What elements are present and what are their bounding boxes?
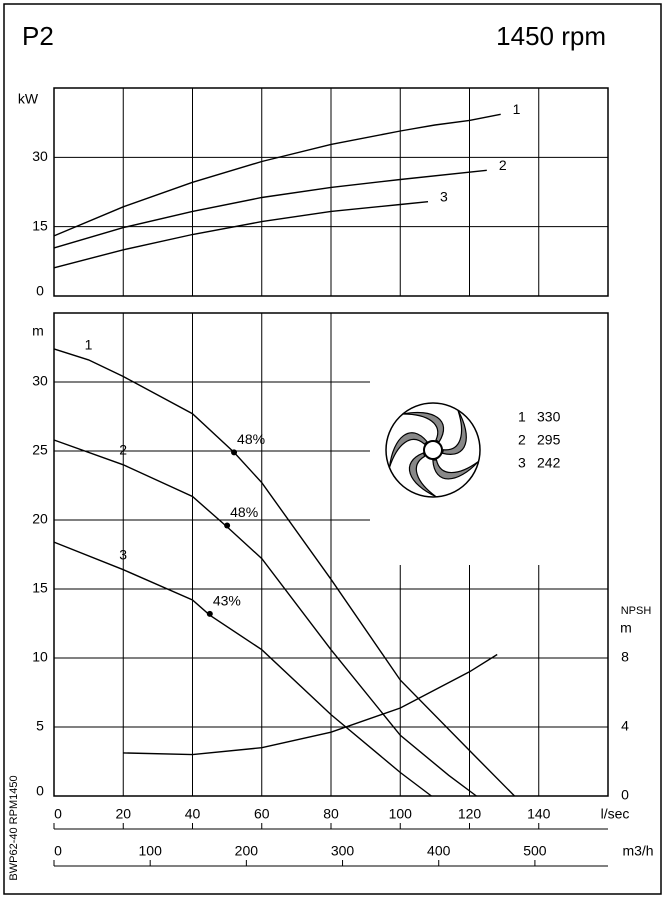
impeller-diameter: 330 (537, 409, 561, 425)
x-tick-label: 80 (323, 806, 339, 822)
y-axis-title: kW (18, 91, 39, 107)
impeller-name: 2 (518, 432, 526, 448)
impeller-icon (385, 402, 481, 498)
efficiency-point (206, 610, 213, 617)
impeller-name: 1 (518, 409, 526, 425)
x-tick-label: 100 (389, 806, 413, 822)
curve (53, 439, 477, 797)
x2-tick-label: 100 (139, 843, 163, 859)
curve-label: 2 (119, 442, 127, 458)
y-tick-label: 15 (32, 217, 48, 233)
x2-tick-label: 200 (235, 843, 259, 859)
x-tick-label: 60 (254, 806, 270, 822)
y2-axis-unit: m (620, 620, 632, 636)
y-tick-label: 10 (32, 649, 48, 665)
y-tick-label: 0 (36, 783, 44, 799)
curve (53, 113, 501, 237)
y-tick-label: 15 (32, 580, 48, 596)
x-axis-title: l/sec (601, 806, 630, 822)
y-tick-label: 5 (36, 718, 44, 734)
efficiency-label: 48% (230, 504, 258, 520)
y-tick-label: 30 (32, 373, 48, 389)
y2-tick-label: 0 (621, 787, 629, 803)
impeller-hub (423, 440, 443, 460)
curve-label: 2 (499, 157, 507, 173)
x-tick-label: 40 (185, 806, 201, 822)
curve-label: 1 (85, 337, 93, 353)
vane (432, 459, 479, 480)
efficiency-point (231, 449, 238, 456)
impeller-diameter: 295 (537, 432, 561, 448)
x2-tick-label: 500 (523, 843, 547, 859)
curve-label: 3 (440, 188, 448, 204)
y-tick-label: 25 (32, 442, 48, 458)
x-tick-label: 140 (527, 806, 551, 822)
vane (408, 452, 437, 498)
x2-tick-label: 400 (427, 843, 451, 859)
vane (441, 410, 467, 455)
y-axis-title: m (32, 323, 44, 339)
y-tick-label: 30 (32, 148, 48, 164)
y-tick-label: 20 (32, 511, 48, 527)
curve (53, 348, 515, 797)
curve (53, 169, 487, 249)
efficiency-label: 43% (213, 593, 241, 609)
efficiency-point (224, 522, 231, 529)
y2-tick-label: 8 (621, 649, 629, 665)
curve (53, 201, 429, 269)
x2-axis-title: m3/h (622, 843, 653, 859)
vane (402, 411, 445, 443)
x-tick-label: 0 (54, 806, 62, 822)
curve (123, 653, 498, 756)
x2-tick-label: 300 (331, 843, 355, 859)
curve (53, 541, 432, 797)
sheet-border (3, 3, 662, 895)
y2-axis-title: NPSH (621, 605, 652, 617)
curve-label: 1 (513, 101, 521, 117)
impeller-vanes (388, 410, 479, 498)
impeller-diameter: 242 (537, 455, 561, 471)
y2-tick-label: 4 (621, 718, 629, 734)
x-tick-label: 120 (458, 806, 482, 822)
impeller-name: 3 (518, 455, 526, 471)
efficiency-label: 48% (237, 431, 265, 447)
title: P2 (22, 21, 54, 51)
x2-tick-label: 0 (54, 843, 62, 859)
vane (388, 432, 429, 468)
y-tick-label: 0 (36, 283, 44, 299)
curve-label: 3 (119, 546, 127, 562)
x-tick-label: 20 (115, 806, 131, 822)
side-label: BWP62-40 RPM1450 (8, 775, 20, 880)
speed: 1450 rpm (496, 21, 606, 51)
